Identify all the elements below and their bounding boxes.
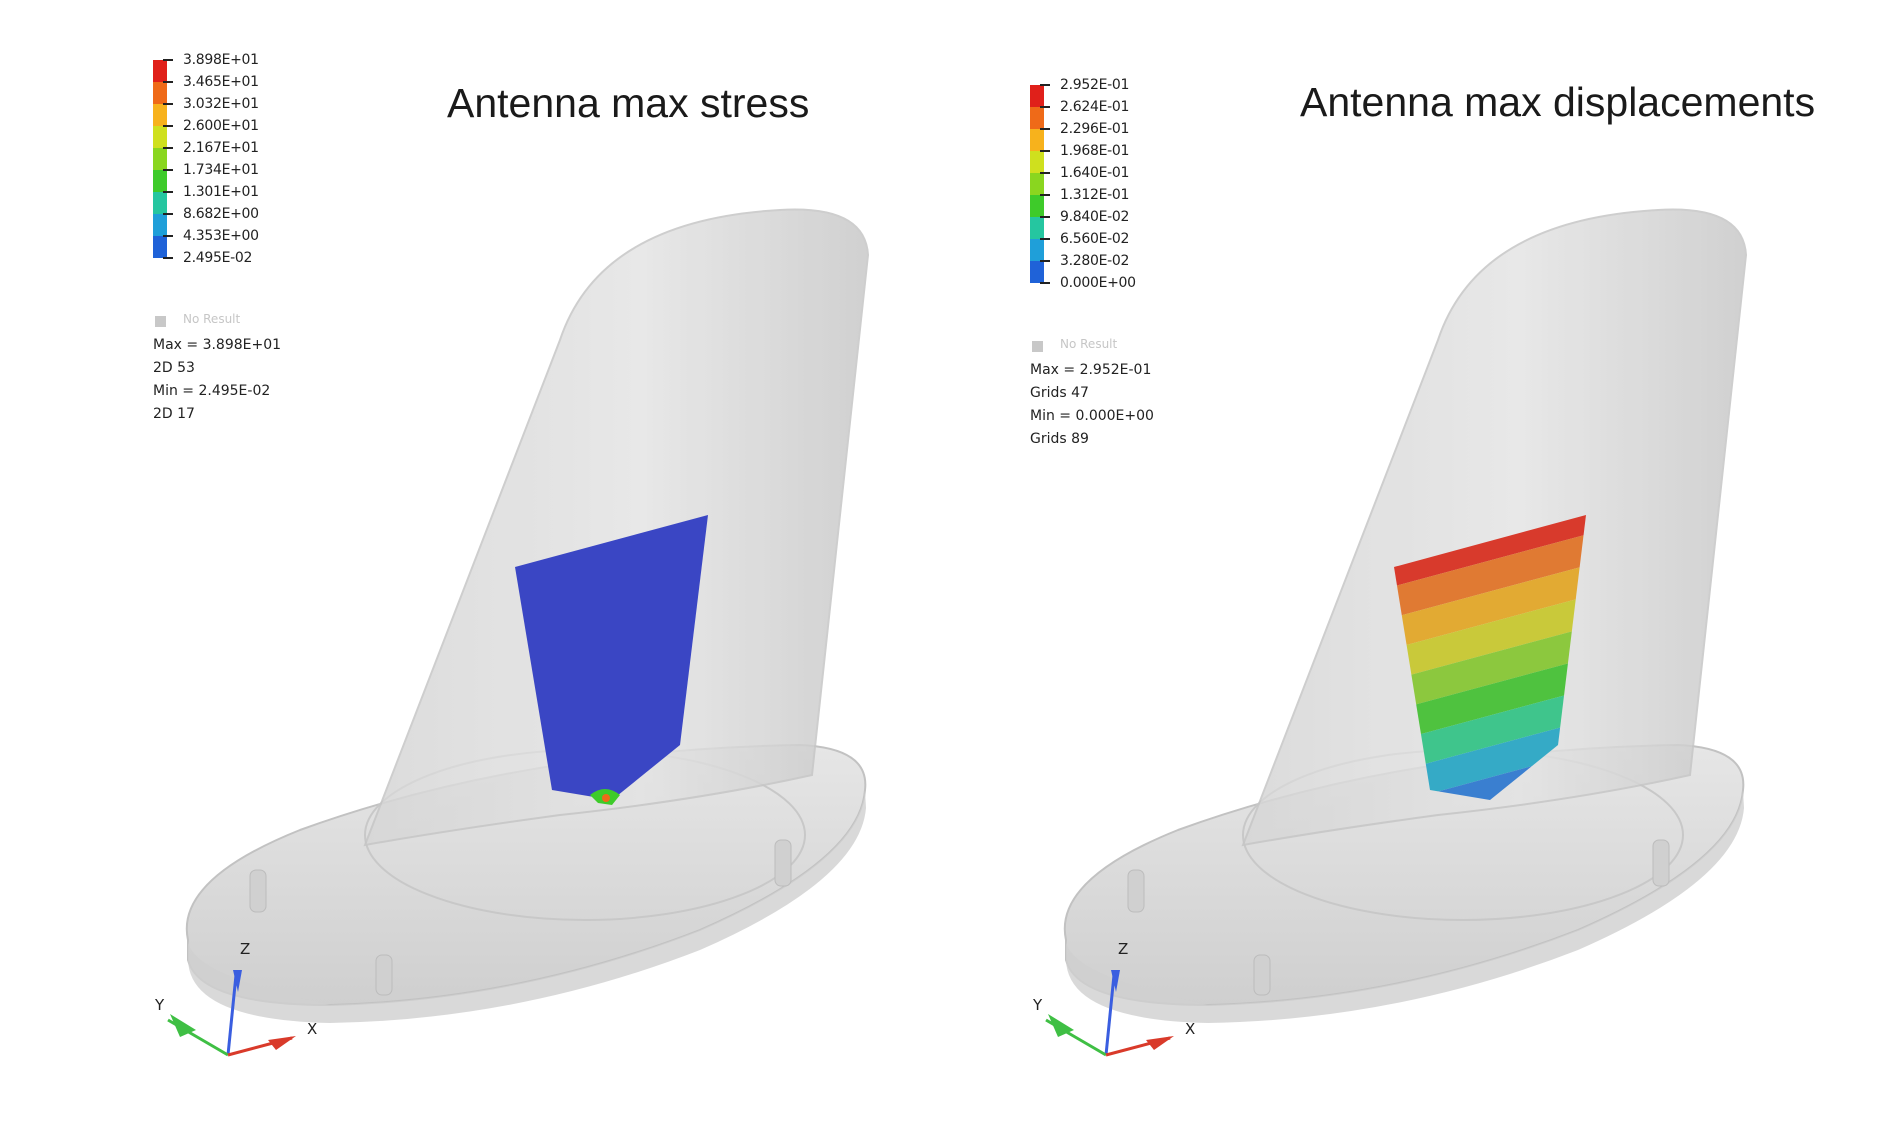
no-result-swatch — [1032, 341, 1043, 352]
legend-tick — [1040, 194, 1050, 196]
no-result-label: No Result — [1060, 337, 1118, 351]
axis-y-label: Y — [1032, 996, 1043, 1014]
legend-value-label: 1.968E-01 — [1060, 143, 1130, 159]
panel-title: Antenna max displacements — [1300, 79, 1816, 125]
min-location: 2D 17 — [153, 406, 195, 422]
fin-shell — [363, 208, 870, 847]
legend-tick — [163, 257, 173, 259]
legend-stats: Max = 2.952E-01 Grids 47 Min = 0.000E+00… — [1030, 359, 1154, 451]
displacement-panel: Antenna max displacements 2.952E-01 2.624… — [878, 0, 1820, 1128]
legend-tick — [1040, 84, 1050, 86]
legend-color-segment — [153, 148, 167, 170]
legend-tick — [163, 147, 173, 149]
legend-value-label: 2.296E-01 — [1060, 121, 1130, 137]
max-value: Max = 3.898E+01 — [153, 337, 282, 353]
displacement-band — [1394, 588, 1586, 689]
legend-color-segment — [153, 236, 167, 258]
min-value: Min = 0.000E+00 — [1030, 408, 1154, 424]
axis-triad: Z Y X — [1032, 940, 1195, 1057]
legend-value-label: 2.600E+01 — [183, 118, 259, 134]
legend-tick — [1040, 282, 1050, 284]
legend-value-label: 3.280E-02 — [1060, 253, 1130, 269]
legend-tick — [163, 103, 173, 105]
stress-panel: Antenna max stress 3.898E+01 3.465E+01 3.0… — [153, 52, 870, 1057]
legend-tick — [163, 125, 173, 127]
legend-tick — [1040, 150, 1050, 152]
axis-z-label: Z — [240, 940, 250, 958]
legend-value-label: 3.465E+01 — [183, 74, 259, 90]
legend-color-segment — [1030, 107, 1044, 129]
legend-color-segment — [1030, 85, 1044, 107]
axis-y-label: Y — [154, 996, 165, 1014]
legend-color-segment — [153, 192, 167, 214]
base-plate — [185, 743, 867, 1023]
legend-color-segment — [1030, 217, 1044, 239]
stress-peak — [602, 794, 610, 802]
legend-value-label: 8.682E+00 — [183, 206, 259, 222]
legend-color-segment — [1030, 261, 1044, 283]
legend-value-label: 1.734E+01 — [183, 162, 259, 178]
legend-tick — [163, 191, 173, 193]
displacement-band — [1394, 650, 1586, 751]
displacement-band — [1394, 526, 1586, 627]
antenna-model: Z Y X — [154, 208, 870, 1057]
legend-value-label: 1.301E+01 — [183, 184, 259, 200]
legend-value-label: 6.560E-02 — [1060, 231, 1130, 247]
legend-stats: Max = 3.898E+01 2D 53 Min = 2.495E-02 2D… — [153, 334, 281, 426]
axis-x-label: X — [307, 1020, 317, 1038]
legend-value-label: 3.898E+01 — [183, 52, 259, 68]
legend-value-label: 3.032E+01 — [183, 96, 259, 112]
legend-color-segment — [1030, 173, 1044, 195]
legend-color-segment — [1030, 151, 1044, 173]
legend-color-segment — [153, 60, 167, 82]
legend-tick — [1040, 216, 1050, 218]
base-plate — [1063, 743, 1745, 1023]
no-result-swatch — [155, 316, 166, 327]
legend-tick — [163, 59, 173, 61]
legend-tick — [163, 81, 173, 83]
fin-shell — [1241, 208, 1748, 847]
displacement-band — [1394, 557, 1586, 658]
legend-tick — [163, 213, 173, 215]
axis-x-label: X — [1185, 1020, 1195, 1038]
displacement-band — [1394, 619, 1586, 720]
legend-color-bar — [153, 60, 167, 258]
legend-tick — [1040, 106, 1050, 108]
legend-value-label: 1.640E-01 — [1060, 165, 1130, 181]
legend-tick — [1040, 172, 1050, 174]
max-value: Max = 2.952E-01 — [1030, 362, 1152, 378]
legend-tick — [163, 169, 173, 171]
axis-z-label: Z — [1118, 940, 1128, 958]
axis-triad: Z Y X — [154, 940, 317, 1057]
legend-color-segment — [153, 170, 167, 192]
panel-title: Antenna max stress — [447, 80, 810, 126]
legend-value-label: 2.952E-01 — [1060, 77, 1130, 93]
legend-color-bar — [1030, 85, 1044, 283]
legend-tick — [1040, 260, 1050, 262]
legend-color-segment — [1030, 239, 1044, 261]
legend-tick — [1040, 128, 1050, 130]
legend-color-segment — [153, 126, 167, 148]
legend-color-segment — [153, 104, 167, 126]
stress-plate — [515, 515, 708, 800]
min-value: Min = 2.495E-02 — [153, 383, 271, 399]
legend-value-label: 4.353E+00 — [183, 228, 259, 244]
legend-value-label: 0.000E+00 — [1060, 275, 1136, 291]
legend-color-segment — [1030, 195, 1044, 217]
legend-value-label: 1.312E-01 — [1060, 187, 1130, 203]
legend-value-label: 2.624E-01 — [1060, 99, 1130, 115]
no-result-label: No Result — [183, 312, 241, 326]
legend-color-segment — [153, 214, 167, 236]
legend-color-segment — [153, 82, 167, 104]
legend-tick — [163, 235, 173, 237]
legend-value-label: 9.840E-02 — [1060, 209, 1130, 225]
legend-value-label: 2.495E-02 — [183, 250, 253, 266]
legend-tick — [1040, 238, 1050, 240]
max-location: Grids 47 — [1030, 385, 1089, 401]
antenna-model: Z Y X — [1032, 208, 1748, 1057]
min-location: Grids 89 — [1030, 431, 1089, 447]
legend-value-label: 2.167E+01 — [183, 140, 259, 156]
legend-color-segment — [1030, 129, 1044, 151]
max-location: 2D 53 — [153, 360, 195, 376]
